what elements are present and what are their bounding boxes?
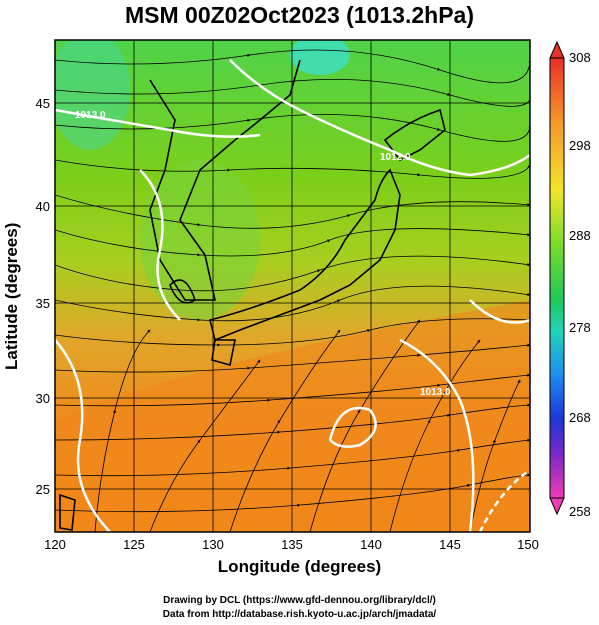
credit-drawing: Drawing by DCL (https://www.gfd-dennou.o… [163,595,436,606]
y-axis-label: Latitude (degrees) [2,222,21,370]
x-tick-label: 145 [439,537,461,552]
x-tick-label: 140 [360,537,382,552]
y-tick-label: 35 [36,296,50,311]
colorbar-tick-label: 288 [569,228,591,243]
x-axis-label: Longitude (degrees) [217,557,382,576]
colorbar-tick-label: 258 [569,504,591,519]
colorbar-tick-label: 298 [569,138,591,153]
isobar-label: 1013.0 [420,387,451,398]
x-tick-label: 120 [44,537,66,552]
colorbar-tick-label: 308 [569,50,591,65]
credit-data: Data from http://database.rish.kyoto-u.a… [162,609,437,620]
y-tick-labels: 45 40 35 30 25 [36,96,50,497]
x-tick-labels: 120 125 130 135 140 145 150 [44,537,539,552]
x-tick-label: 150 [517,537,539,552]
map-title: MSM 00Z02Oct2023 (1013.2hPa) [124,2,474,28]
x-tick-label: 125 [123,537,145,552]
isobar-labels: 1013.0 1012.0 1013.0 [75,110,451,398]
colorbar-tick-label: 268 [569,410,591,425]
y-tick-label: 25 [36,482,50,497]
plot-frame [54,39,531,533]
colorbar-tick-label: 278 [569,320,591,335]
y-tick-label: 40 [36,199,50,214]
colorbar: 308 298 288 278 268 258 [549,40,591,519]
x-tick-label: 135 [281,537,303,552]
x-tick-label: 130 [202,537,224,552]
streamlines [55,49,530,532]
isobar-label: 1013.0 [75,110,106,121]
isobar-label: 1012.0 [380,152,411,163]
y-tick-label: 30 [36,391,50,406]
isobars [55,59,530,532]
y-tick-label: 45 [36,96,50,111]
